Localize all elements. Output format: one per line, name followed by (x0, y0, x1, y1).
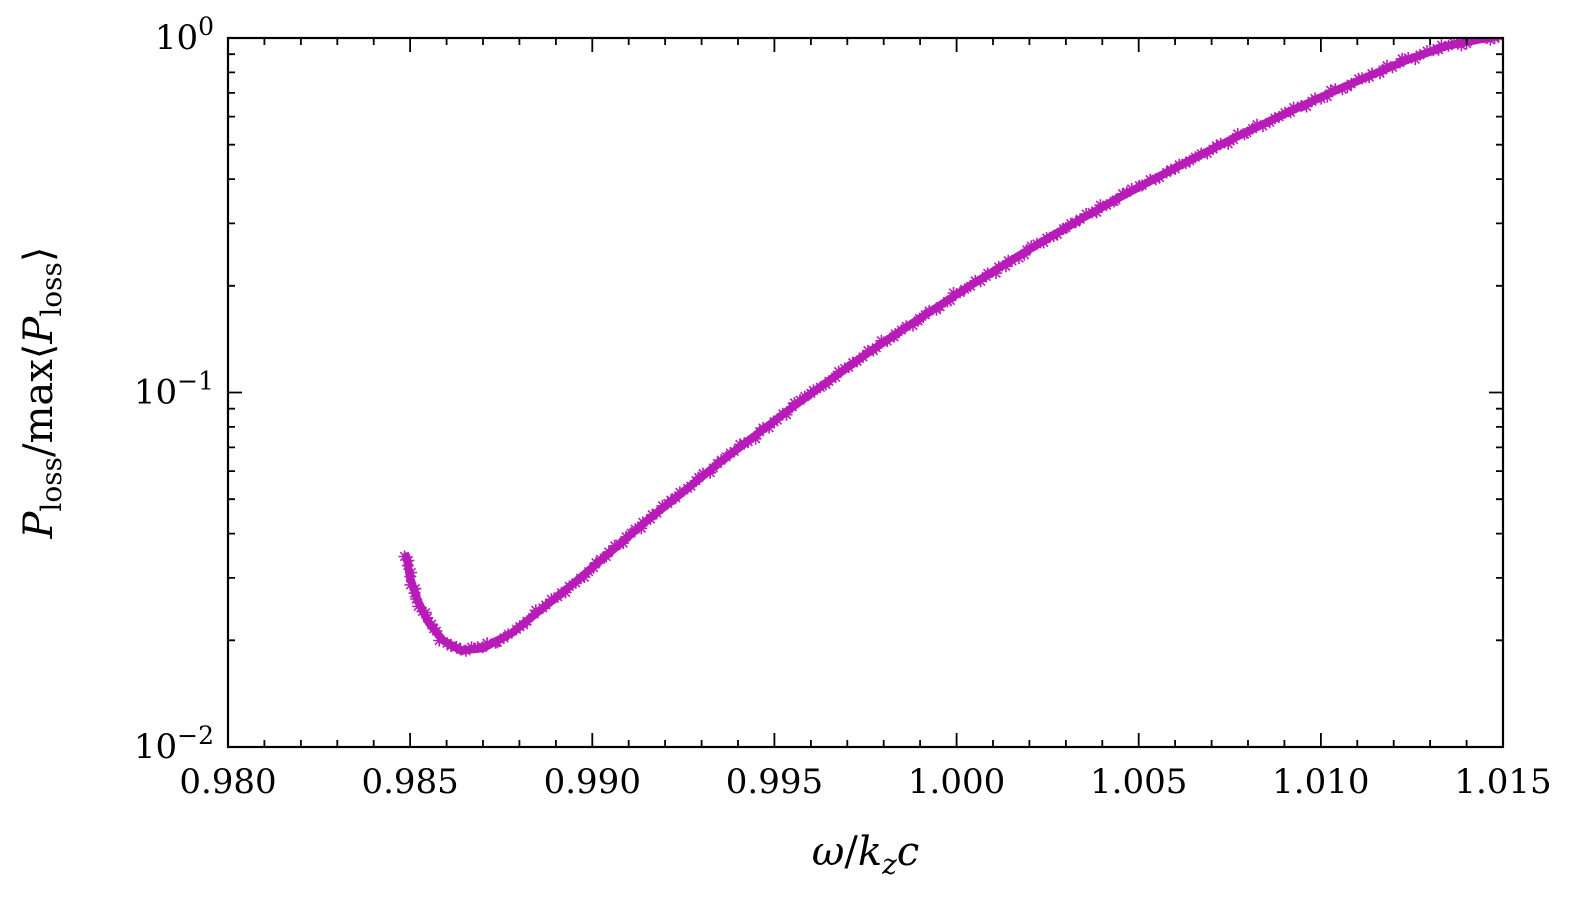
x-tick-label: 0.995 (726, 762, 823, 802)
y-tick-label: 10−1 (134, 367, 214, 413)
y-tick-label: 100 (155, 12, 214, 58)
x-tick-label: 0.985 (361, 762, 458, 802)
series-asterisk-markers (398, 38, 1503, 657)
x-tick-label: 1.005 (1090, 762, 1187, 802)
x-axis-label: ω/kzc (812, 829, 920, 881)
x-tick-label: 0.990 (544, 762, 641, 802)
data-series-group (398, 38, 1503, 657)
y-axis-label: Ploss/max⟨Ploss⟩ (16, 246, 68, 539)
x-tick-label: 0.980 (179, 762, 276, 802)
x-tick-label: 1.010 (1272, 762, 1369, 802)
x-tick-label: 1.000 (908, 762, 1005, 802)
series-line (402, 38, 1503, 655)
y-tick-label: 10−2 (134, 721, 214, 767)
plot-frame (226, 36, 1505, 749)
x-tick-label: 1.015 (1454, 762, 1551, 802)
axes-group: 0.980 0.985 0.990 0.995 1.000 1.005 1.010 1.015… (16, 12, 1552, 881)
axis-ticks (227, 37, 1504, 748)
